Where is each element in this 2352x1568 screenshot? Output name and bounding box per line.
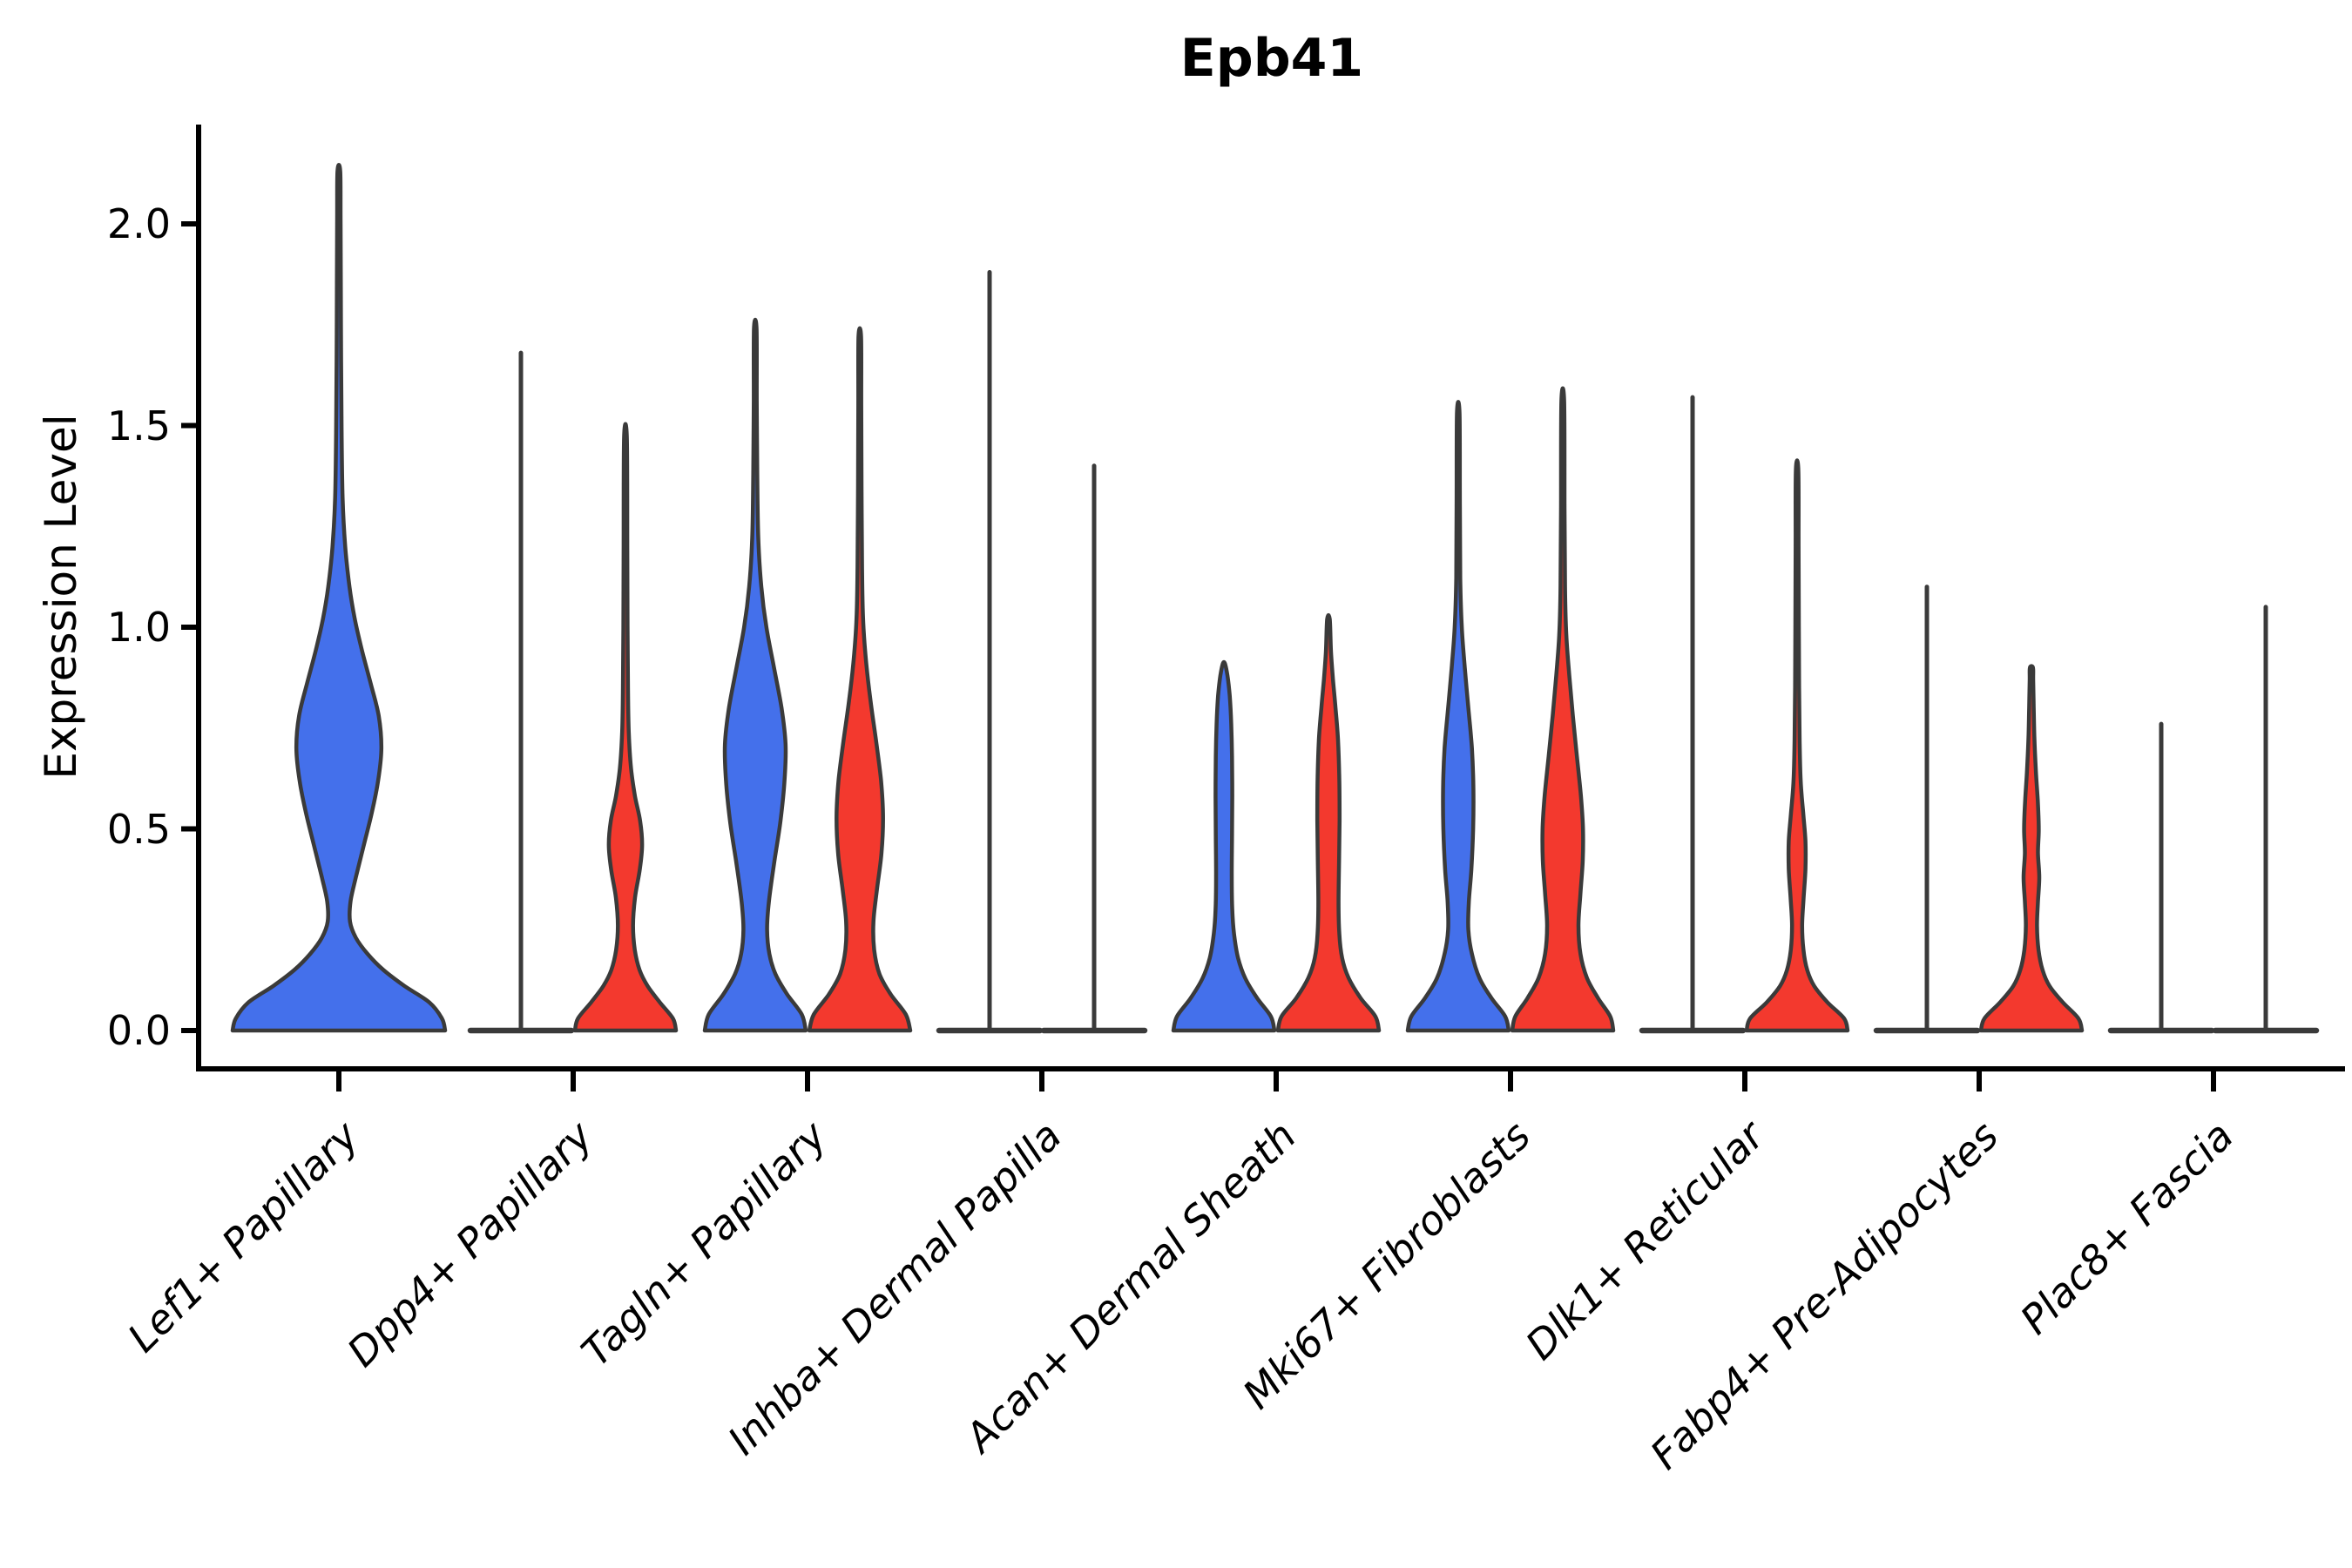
violin-acan-dermal-sheath-blue xyxy=(1171,659,1277,1033)
violin-mki67-fibroblasts-blue xyxy=(1405,400,1511,1033)
y-tick-label: 2.0 xyxy=(106,200,171,247)
violin-dpp4-papillary-red xyxy=(572,422,679,1033)
violin-mki67-fibroblasts-red xyxy=(1510,386,1616,1033)
violin-dlk1-reticular-red xyxy=(1744,458,1850,1033)
violin-lef1-papillary-blue xyxy=(230,163,448,1033)
violin-acan-dermal-sheath-red xyxy=(1275,612,1382,1033)
violin-fabp4-pre-adipocytes-red xyxy=(1978,664,2085,1033)
violin-tagln-papillary-red xyxy=(807,326,913,1033)
chart-title: Epb41 xyxy=(1179,28,1364,89)
y-tick-label: 1.5 xyxy=(106,402,171,449)
y-tick-label: 0.5 xyxy=(106,805,171,853)
violin-tagln-papillary-blue xyxy=(702,317,808,1033)
y-tick-label: 1.0 xyxy=(106,604,171,651)
y-tick-label: 0.0 xyxy=(106,1007,171,1054)
